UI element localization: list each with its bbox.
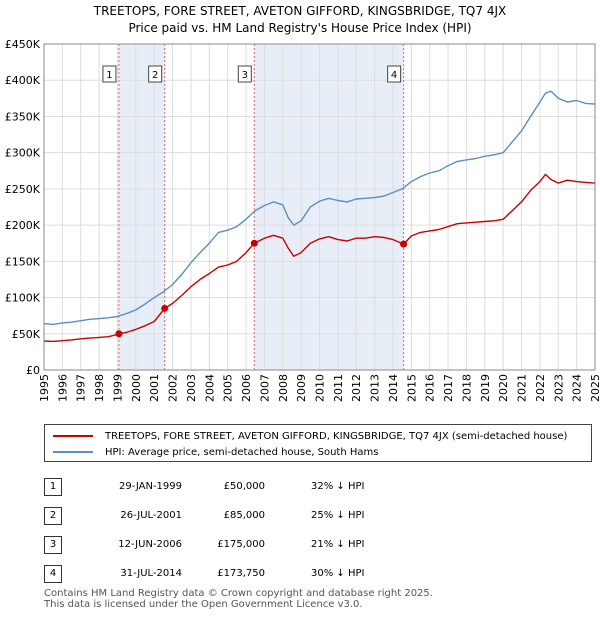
legend-hpi-label: HPI: Average price, semi-detached house,…: [105, 446, 379, 458]
x-tick-label: 2013: [369, 374, 382, 402]
sale-date: 29-JAN-1999: [118, 481, 182, 492]
sale-number: 4: [44, 564, 62, 583]
sale-hpi-diff: 25% ↓ HPI: [311, 510, 365, 521]
sale-number: 2: [44, 506, 62, 525]
x-tick-label: 2003: [185, 374, 198, 402]
legend-hpi: HPI: Average price, semi-detached house,…: [53, 444, 378, 460]
x-tick-label: 2015: [405, 374, 418, 402]
sale-date: 26-JUL-2001: [120, 510, 182, 521]
x-tick-label: 2012: [350, 374, 363, 402]
sale-label-box: [387, 65, 402, 83]
table-row: 2 26-JUL-2001 £85,000 25% ↓ HPI: [44, 501, 364, 530]
sale-label: 3: [242, 70, 248, 81]
sale-point: [115, 330, 123, 338]
y-tick-label: £300K: [5, 147, 41, 160]
legend-property-label: TREETOPS, FORE STREET, AVETON GIFFORD, K…: [105, 430, 568, 442]
x-tick-label: 2025: [589, 374, 600, 402]
sale-price: £85,000: [223, 510, 265, 521]
sale-hpi-diff: 21% ↓ HPI: [311, 539, 365, 550]
plot-frame: [43, 43, 596, 371]
x-tick-label: 1995: [38, 374, 51, 402]
sale-period-shade: [118, 44, 165, 370]
sale-number: 1: [44, 477, 62, 496]
sale-label: 4: [391, 70, 397, 81]
x-tick-label: 2018: [460, 374, 473, 402]
x-tick-label: 1996: [56, 374, 69, 402]
sale-date: 12-JUN-2006: [118, 539, 182, 550]
x-tick-label: 1997: [75, 374, 88, 402]
chart-title-line1: TREETOPS, FORE STREET, AVETON GIFFORD, K…: [93, 4, 507, 18]
sale-point: [161, 304, 169, 312]
legend-hpi-swatch: [53, 451, 93, 453]
x-tick-label: 2008: [277, 374, 290, 402]
x-tick-label: 2006: [240, 374, 253, 402]
table-row: 1 29-JAN-1999 £50,000 32% ↓ HPI: [44, 472, 364, 501]
x-tick-label: 2023: [552, 374, 565, 402]
y-tick-label: £150K: [5, 255, 41, 268]
y-tick-label: £50K: [12, 328, 41, 341]
y-tick-label: £400K: [5, 74, 41, 87]
sale-point: [400, 240, 408, 248]
x-tick-label: 2017: [442, 374, 455, 402]
y-tick-label: £250K: [5, 183, 41, 196]
property-price-line: [43, 173, 596, 343]
x-tick-label: 2005: [222, 374, 235, 402]
x-tick-label: 2010: [314, 374, 327, 402]
x-tick-label: 2020: [497, 374, 510, 402]
sale-date: 31-JUL-2014: [120, 568, 182, 579]
x-tick-label: 2002: [167, 374, 180, 402]
y-tick-label: £0: [26, 364, 40, 377]
x-tick-label: 1999: [111, 374, 124, 402]
y-tick-label: £450K: [5, 38, 41, 51]
y-tick-label: £350K: [5, 110, 41, 123]
y-tick-label: £100K: [5, 292, 41, 305]
sale-number: 3: [44, 535, 62, 554]
sale-price: £173,750: [217, 568, 265, 579]
sale-label-box: [237, 65, 252, 83]
x-tick-label: 2024: [571, 374, 584, 402]
table-row: 3 12-JUN-2006 £175,000 21% ↓ HPI: [44, 530, 364, 559]
x-tick-label: 2022: [534, 374, 547, 402]
x-tick-label: 2000: [130, 374, 143, 402]
sale-label-box: [148, 65, 163, 83]
x-tick-label: 2016: [424, 374, 437, 402]
chart-title-line2: Price paid vs. HM Land Registry's House …: [128, 21, 472, 35]
table-row: 4 31-JUL-2014 £173,750 30% ↓ HPI: [44, 559, 364, 588]
sale-point: [250, 239, 258, 247]
x-tick-label: 2004: [203, 374, 216, 402]
x-tick-label: 2009: [295, 374, 308, 402]
sale-label-box: [102, 65, 117, 83]
footer-licence: This data is licensed under the Open Gov…: [44, 599, 363, 610]
price-chart: 1 2 3 4 £0 £50K £100K £150K £200K £250K £300K £350…: [5, 38, 600, 402]
sale-hpi-diff: 30% ↓ HPI: [311, 568, 365, 579]
legend-property: TREETOPS, FORE STREET, AVETON GIFFORD, K…: [53, 428, 567, 444]
sale-price: £175,000: [217, 539, 265, 550]
x-tick-label: 2001: [148, 374, 161, 402]
sale-label: 2: [152, 70, 158, 81]
sale-hpi-diff: 32% ↓ HPI: [311, 481, 365, 492]
x-tick-label: 2019: [479, 374, 492, 402]
sales-table: 1 29-JAN-1999 £50,000 32% ↓ HPI 2 26-JUL…: [44, 472, 364, 588]
footer-copyright: Contains HM Land Registry data © Crown c…: [44, 588, 433, 599]
hpi-line: [43, 90, 596, 326]
x-tick-label: 2007: [258, 374, 271, 402]
chart-legend: TREETOPS, FORE STREET, AVETON GIFFORD, K…: [44, 424, 592, 462]
sale-label: 1: [106, 70, 112, 81]
footer: Contains HM Land Registry data © Crown c…: [44, 588, 433, 610]
x-tick-label: 1998: [93, 374, 106, 402]
sale-period-shade: [254, 44, 404, 370]
y-tick-label: £200K: [5, 219, 41, 232]
legend-property-swatch: [53, 435, 93, 437]
x-tick-label: 2011: [332, 374, 345, 402]
sale-price: £50,000: [223, 481, 265, 492]
x-tick-label: 2021: [516, 374, 529, 402]
x-tick-label: 2014: [387, 374, 400, 402]
